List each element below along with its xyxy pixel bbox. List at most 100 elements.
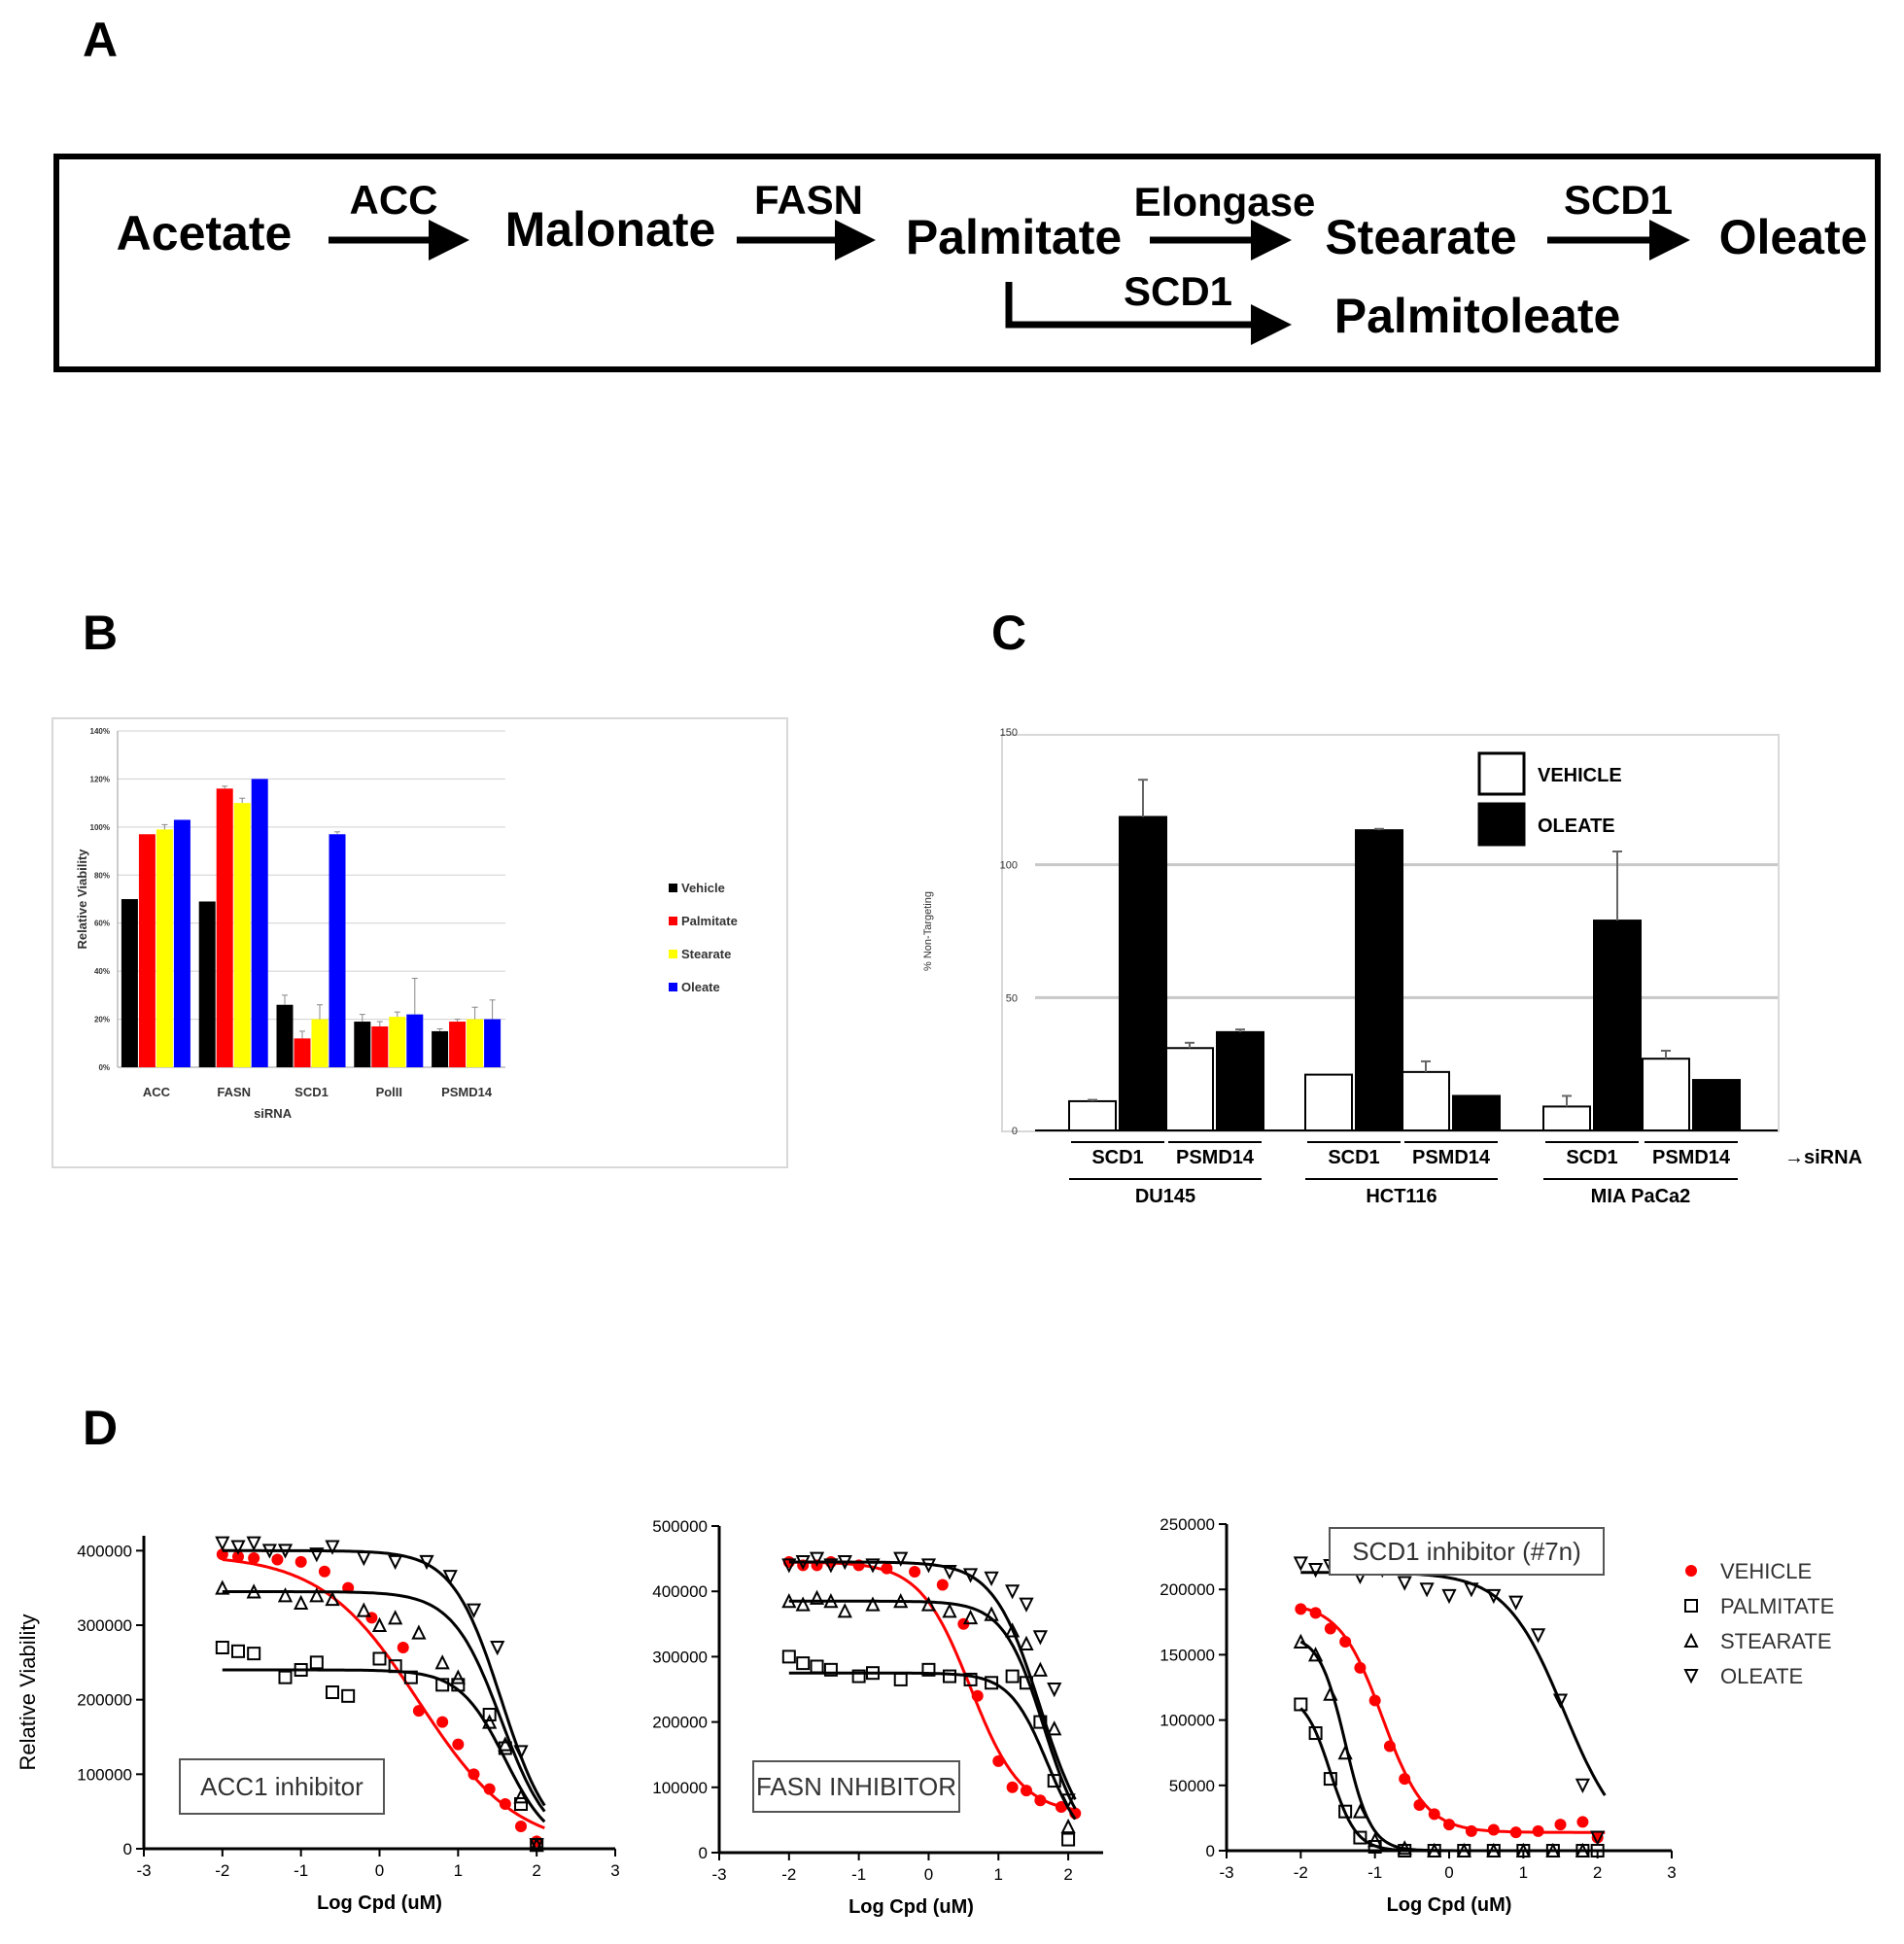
x-tick-label: -3 [1219, 1863, 1233, 1882]
data-point-stearate [1486, 1842, 1502, 1857]
data-point-oleate [1441, 1588, 1457, 1605]
data-point-vehicle [1554, 1819, 1567, 1831]
data-point-vehicle [467, 1768, 480, 1781]
cell-line-label: MIA PaCa2 [1591, 1186, 1691, 1207]
data-point-palmitate [1323, 1772, 1337, 1787]
x-tick-label: -3 [711, 1865, 726, 1884]
data-point-oleate [1047, 1683, 1062, 1698]
data-point-palmitate [1353, 1830, 1367, 1845]
data-point-vehicle [1591, 1831, 1604, 1844]
data-point-palmitate [326, 1685, 339, 1699]
data-point-stearate [482, 1714, 498, 1729]
data-point-vehicle [1021, 1785, 1032, 1797]
data-point-palmitate [921, 1662, 936, 1677]
data-point-vehicle [294, 1555, 307, 1568]
y-tick-label: 40% [94, 967, 110, 976]
data-point-stearate [1352, 1803, 1368, 1819]
data-point-palmitate [823, 1662, 838, 1677]
x-tick-label: 1 [1519, 1863, 1528, 1882]
legend-label-oleate: OLEATE [1538, 816, 1615, 837]
data-point-stearate [325, 1590, 340, 1607]
data-point-stearate [942, 1603, 957, 1618]
data-point-oleate [893, 1551, 909, 1567]
data-point-palmitate [435, 1678, 450, 1692]
sirna-label: PSMD14 [1176, 1147, 1255, 1168]
data-point-stearate [1293, 1633, 1308, 1649]
sirna-label: SCD1 [1091, 1147, 1143, 1168]
x-tick-label: PolII [376, 1085, 402, 1099]
x-tick-label: -2 [1294, 1863, 1308, 1882]
x-axis-label: Log Cpd (uM) [848, 1896, 974, 1918]
annotation-box [179, 1758, 385, 1815]
bar-oleate [173, 819, 190, 1067]
data-point-vehicle [992, 1754, 1005, 1767]
fit-curve-stearate [222, 1590, 546, 1813]
data-point-oleate [513, 1745, 529, 1760]
y-tick-label: 300000 [77, 1616, 132, 1635]
data-point-stearate [411, 1624, 427, 1640]
legend-label-oleate: OLEATE [1720, 1664, 1803, 1688]
data-point-vehicle [1399, 1773, 1411, 1786]
data-point-vehicle [1685, 1565, 1697, 1577]
data-point-vehicle [909, 1566, 921, 1579]
bar-oleate [406, 1014, 424, 1067]
data-point-oleate [1032, 1630, 1048, 1646]
y-axis-label: % Non-Targeting [922, 891, 934, 971]
data-point-palmitate [514, 1797, 528, 1811]
data-point-stearate [388, 1610, 403, 1625]
sirna-arrow-label: →siRNA [1784, 1147, 1862, 1168]
data-point-palmitate [810, 1659, 824, 1674]
bar-stearate [467, 1019, 484, 1067]
data-point-stearate [1323, 1685, 1338, 1701]
data-point-stearate [1019, 1635, 1034, 1650]
bar-oleate [329, 834, 346, 1067]
bar-palmitate [294, 1038, 311, 1067]
sirna-label: PSMD14 [1652, 1147, 1731, 1168]
y-tick-label: 100000 [77, 1765, 132, 1784]
data-point-oleate [442, 1570, 458, 1585]
enzyme-elongase: Elongase [1133, 179, 1316, 225]
data-point-palmitate [294, 1663, 308, 1677]
enzyme-scd1-stearate: SCD1 [1563, 177, 1674, 223]
data-point-stearate [215, 1580, 230, 1595]
data-point-vehicle [1354, 1661, 1367, 1674]
fit-curve-stearate [1299, 1640, 1606, 1853]
data-point-vehicle [318, 1565, 330, 1578]
data-point-vehicle [1509, 1826, 1522, 1839]
data-point-oleate [1307, 1563, 1324, 1579]
x-tick-label: -1 [294, 1861, 308, 1880]
panel-label-b: B [83, 606, 119, 660]
data-point-oleate [388, 1554, 403, 1571]
data-point-stearate [837, 1603, 852, 1618]
sirna-label: PSMD14 [1412, 1147, 1491, 1168]
data-point-stearate [1367, 1832, 1383, 1848]
y-tick-label: 50 [1006, 992, 1018, 1004]
y-tick-label: 0 [699, 1844, 708, 1862]
x-tick-label: 0 [924, 1865, 933, 1884]
data-point-stearate [1397, 1840, 1412, 1856]
data-point-palmitate [943, 1669, 956, 1684]
x-tick-label: -2 [215, 1861, 229, 1880]
y-tick-label: 200000 [1160, 1580, 1215, 1599]
data-point-stearate [294, 1594, 309, 1610]
data-point-vehicle [936, 1579, 949, 1591]
bar-vehicle [1542, 1105, 1591, 1131]
data-point-palmitate [278, 1670, 293, 1684]
data-point-stearate [893, 1593, 909, 1609]
legend-swatch-oleate [669, 983, 677, 991]
data-point-palmitate [796, 1656, 811, 1671]
x-axis-label: Log Cpd (uM) [317, 1892, 442, 1914]
data-point-palmitate [1308, 1726, 1323, 1741]
panel-label-d: D [83, 1401, 119, 1455]
data-point-stearate [1307, 1647, 1324, 1662]
data-point-palmitate [372, 1651, 387, 1666]
bar-vehicle [276, 1004, 294, 1067]
data-point-stearate [309, 1587, 325, 1603]
panel-label-c: C [991, 606, 1027, 660]
y-tick-label: 400000 [77, 1542, 132, 1560]
data-point-stearate [246, 1583, 261, 1599]
data-point-oleate [230, 1540, 246, 1555]
data-point-stearate [865, 1596, 881, 1612]
data-point-oleate [325, 1540, 340, 1555]
y-tick-label: 250000 [1160, 1515, 1215, 1534]
